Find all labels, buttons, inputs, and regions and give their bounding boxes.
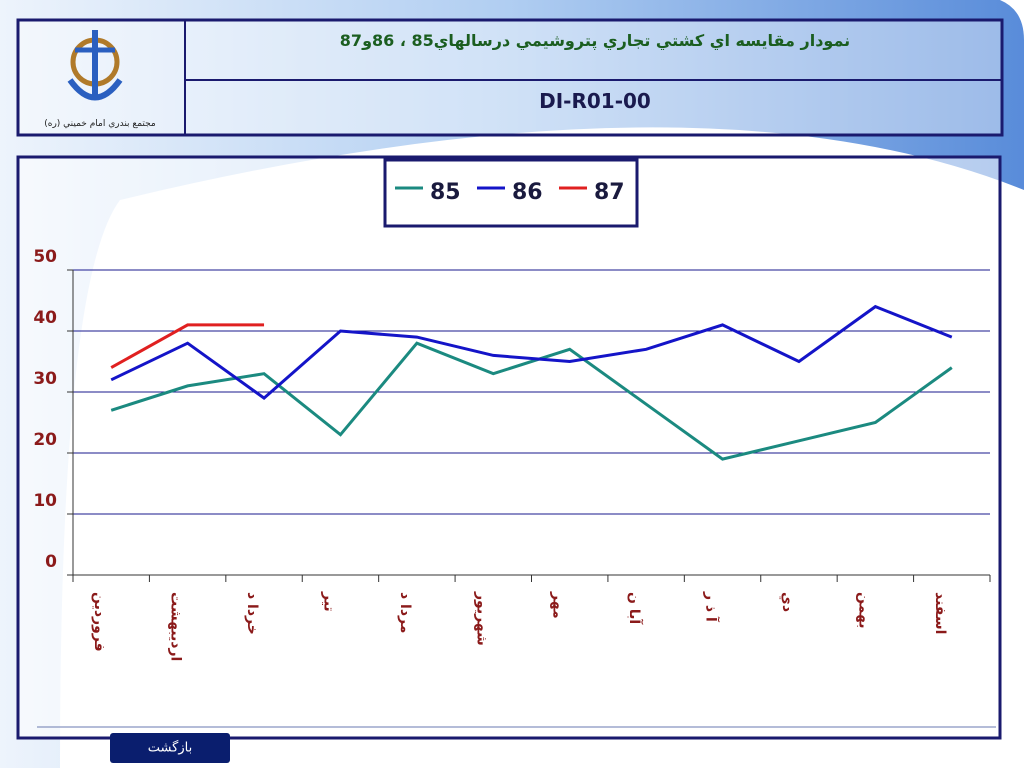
x-tick-label: بهمن bbox=[855, 592, 871, 628]
header-code: DI-R01-00 bbox=[539, 89, 651, 113]
logo-caption: مجتمع بندري امام خميني (ره) bbox=[44, 119, 156, 129]
logo bbox=[67, 30, 123, 101]
x-tick-label: مردا د bbox=[397, 592, 413, 633]
back-button-label[interactable]: بازگشت bbox=[148, 740, 192, 756]
legend-label: 87 bbox=[594, 180, 625, 205]
header-title: نمودار مقايسه اي كشتي تجاري پتروشيمي درس… bbox=[340, 31, 850, 51]
x-tick-label: خردا د bbox=[244, 592, 260, 635]
legend-label: 85 bbox=[430, 180, 461, 205]
legend-box bbox=[383, 158, 639, 228]
x-tick-label: آبا ن bbox=[626, 592, 644, 625]
chart-frame bbox=[16, 155, 1002, 740]
back-button[interactable] bbox=[110, 733, 230, 763]
header-box bbox=[16, 18, 1004, 137]
x-tick-label: ارديبهشت bbox=[168, 592, 184, 661]
y-tick-label: 50 bbox=[33, 247, 57, 267]
series-line bbox=[110, 304, 953, 401]
y-tick-label: 0 bbox=[45, 552, 57, 572]
y-tick-label: 30 bbox=[33, 369, 57, 389]
x-tick-label: دي bbox=[778, 592, 795, 612]
plot: 0 10 20 30 40 50 فروردين ارديبهشت خردا د تير مردا … bbox=[33, 247, 991, 661]
x-tick-label: اسفند bbox=[932, 592, 948, 634]
series-line bbox=[110, 341, 953, 461]
legend-label: 86 bbox=[512, 180, 543, 205]
x-tick-label: آ ذ ر bbox=[703, 591, 721, 623]
x-tick-label: فروردين bbox=[91, 592, 107, 652]
y-tick-label: 20 bbox=[33, 430, 57, 450]
y-tick-label: 40 bbox=[33, 308, 57, 328]
x-tick-label: شهريور bbox=[473, 591, 489, 646]
x-tick-label: مهر bbox=[550, 591, 566, 619]
x-tick-label: تير bbox=[320, 591, 336, 612]
series-line bbox=[110, 323, 265, 369]
y-tick-label: 10 bbox=[33, 491, 57, 511]
